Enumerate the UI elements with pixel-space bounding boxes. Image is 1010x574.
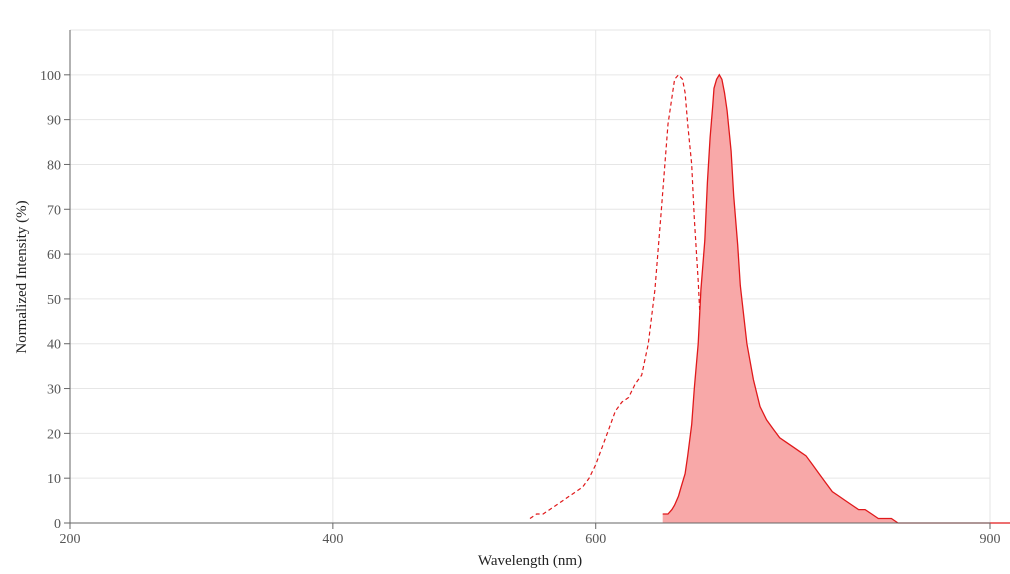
x-axis-title: Wavelength (nm) — [478, 553, 582, 569]
y-tick-label: 30 — [47, 383, 61, 398]
y-tick-label: 60 — [47, 248, 61, 263]
y-tick-label: 10 — [47, 472, 61, 487]
y-tick-label: 90 — [47, 114, 61, 129]
y-tick-label: 50 — [47, 293, 61, 308]
tick-labels: 0 10 20 30 40 50 60 70 80 90 100 200 400 600 900 — [40, 69, 1001, 547]
y-tick-label: 0 — [54, 517, 61, 532]
grid — [70, 29, 991, 523]
y-tick-label: 70 — [47, 203, 61, 218]
x-tick-label: 600 — [585, 532, 606, 547]
excitation-line — [529, 73, 754, 520]
emission-area — [662, 74, 1010, 523]
y-tick-label: 40 — [47, 338, 61, 353]
y-tick-label: 100 — [40, 69, 61, 84]
axes — [64, 30, 991, 529]
y-axis-title: Normalized Intensity (%) — [14, 200, 30, 353]
x-tick-label: 400 — [322, 532, 343, 547]
x-tick-label: 200 — [60, 532, 81, 547]
y-tick-label: 80 — [47, 158, 61, 173]
x-tick-label: 900 — [980, 532, 1001, 547]
y-tick-label: 20 — [47, 427, 61, 442]
